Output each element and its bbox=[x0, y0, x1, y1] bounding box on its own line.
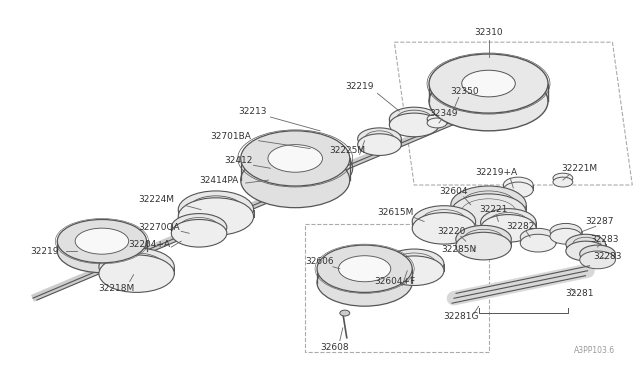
Ellipse shape bbox=[389, 113, 439, 137]
Text: 32615M: 32615M bbox=[377, 208, 413, 217]
Ellipse shape bbox=[442, 102, 466, 114]
Text: 32221: 32221 bbox=[479, 205, 508, 214]
Ellipse shape bbox=[412, 206, 476, 237]
Text: 32281: 32281 bbox=[566, 289, 594, 298]
Ellipse shape bbox=[580, 245, 616, 263]
Ellipse shape bbox=[58, 219, 147, 263]
Text: 32414PA: 32414PA bbox=[199, 176, 239, 185]
Ellipse shape bbox=[504, 182, 533, 198]
Text: 32283: 32283 bbox=[593, 253, 621, 262]
Ellipse shape bbox=[504, 177, 533, 193]
Text: 32606: 32606 bbox=[306, 257, 334, 266]
Text: 32219: 32219 bbox=[346, 82, 374, 91]
Text: 32204+A: 32204+A bbox=[129, 240, 170, 248]
Text: A3PP103.6: A3PP103.6 bbox=[574, 346, 616, 355]
Text: 32219: 32219 bbox=[30, 247, 59, 256]
Ellipse shape bbox=[241, 131, 349, 186]
Text: 32220: 32220 bbox=[438, 227, 466, 236]
Ellipse shape bbox=[241, 153, 349, 208]
Ellipse shape bbox=[385, 256, 444, 285]
Text: 32412: 32412 bbox=[225, 156, 253, 165]
Text: 32701BA: 32701BA bbox=[211, 132, 252, 141]
Ellipse shape bbox=[340, 310, 349, 316]
Text: 32270QA: 32270QA bbox=[139, 223, 180, 232]
Ellipse shape bbox=[339, 256, 391, 282]
Ellipse shape bbox=[481, 215, 536, 242]
Ellipse shape bbox=[550, 228, 582, 244]
Text: 32225M: 32225M bbox=[330, 146, 366, 155]
Text: 32287: 32287 bbox=[586, 217, 614, 226]
Text: 32219+A: 32219+A bbox=[476, 168, 518, 177]
Ellipse shape bbox=[580, 251, 616, 269]
Text: 32224M: 32224M bbox=[138, 195, 175, 204]
Ellipse shape bbox=[520, 228, 556, 246]
Ellipse shape bbox=[553, 177, 573, 187]
Text: 32604+F: 32604+F bbox=[374, 277, 415, 286]
Text: 32221M: 32221M bbox=[562, 164, 598, 173]
Ellipse shape bbox=[566, 241, 605, 261]
Polygon shape bbox=[317, 269, 412, 283]
Ellipse shape bbox=[456, 232, 511, 260]
Ellipse shape bbox=[451, 194, 526, 231]
Ellipse shape bbox=[429, 72, 548, 131]
Ellipse shape bbox=[179, 191, 253, 228]
Ellipse shape bbox=[461, 70, 515, 97]
Polygon shape bbox=[429, 84, 548, 101]
Ellipse shape bbox=[520, 234, 556, 252]
Text: 32283: 32283 bbox=[590, 235, 619, 244]
Ellipse shape bbox=[451, 186, 526, 224]
Ellipse shape bbox=[99, 248, 174, 285]
Text: 32213: 32213 bbox=[238, 107, 267, 116]
Ellipse shape bbox=[75, 228, 129, 254]
Ellipse shape bbox=[456, 225, 511, 253]
Ellipse shape bbox=[412, 212, 476, 244]
Ellipse shape bbox=[389, 107, 439, 131]
Text: 32349: 32349 bbox=[429, 109, 458, 118]
Ellipse shape bbox=[385, 249, 444, 279]
Text: 32282: 32282 bbox=[506, 222, 534, 231]
Ellipse shape bbox=[317, 259, 412, 306]
Ellipse shape bbox=[257, 145, 353, 192]
Ellipse shape bbox=[58, 230, 147, 273]
Ellipse shape bbox=[172, 214, 227, 241]
Ellipse shape bbox=[566, 234, 605, 254]
Ellipse shape bbox=[481, 209, 536, 236]
Text: 32218M: 32218M bbox=[99, 284, 135, 293]
Text: 32310: 32310 bbox=[474, 28, 503, 37]
Text: 32350: 32350 bbox=[451, 87, 479, 96]
Ellipse shape bbox=[179, 198, 253, 235]
Ellipse shape bbox=[429, 54, 548, 113]
Ellipse shape bbox=[427, 118, 447, 128]
Ellipse shape bbox=[553, 173, 573, 183]
Ellipse shape bbox=[358, 128, 401, 150]
Ellipse shape bbox=[550, 224, 582, 239]
Ellipse shape bbox=[358, 134, 401, 155]
Text: 32285N: 32285N bbox=[441, 244, 476, 254]
Ellipse shape bbox=[172, 219, 227, 247]
Ellipse shape bbox=[442, 107, 466, 119]
Polygon shape bbox=[241, 158, 349, 180]
Text: 32608: 32608 bbox=[321, 343, 349, 352]
Ellipse shape bbox=[317, 245, 412, 292]
Ellipse shape bbox=[268, 145, 323, 172]
Text: 32281G: 32281G bbox=[443, 311, 479, 321]
Ellipse shape bbox=[99, 255, 174, 292]
Polygon shape bbox=[58, 241, 147, 251]
Ellipse shape bbox=[427, 114, 447, 124]
Text: 32604: 32604 bbox=[440, 187, 468, 196]
